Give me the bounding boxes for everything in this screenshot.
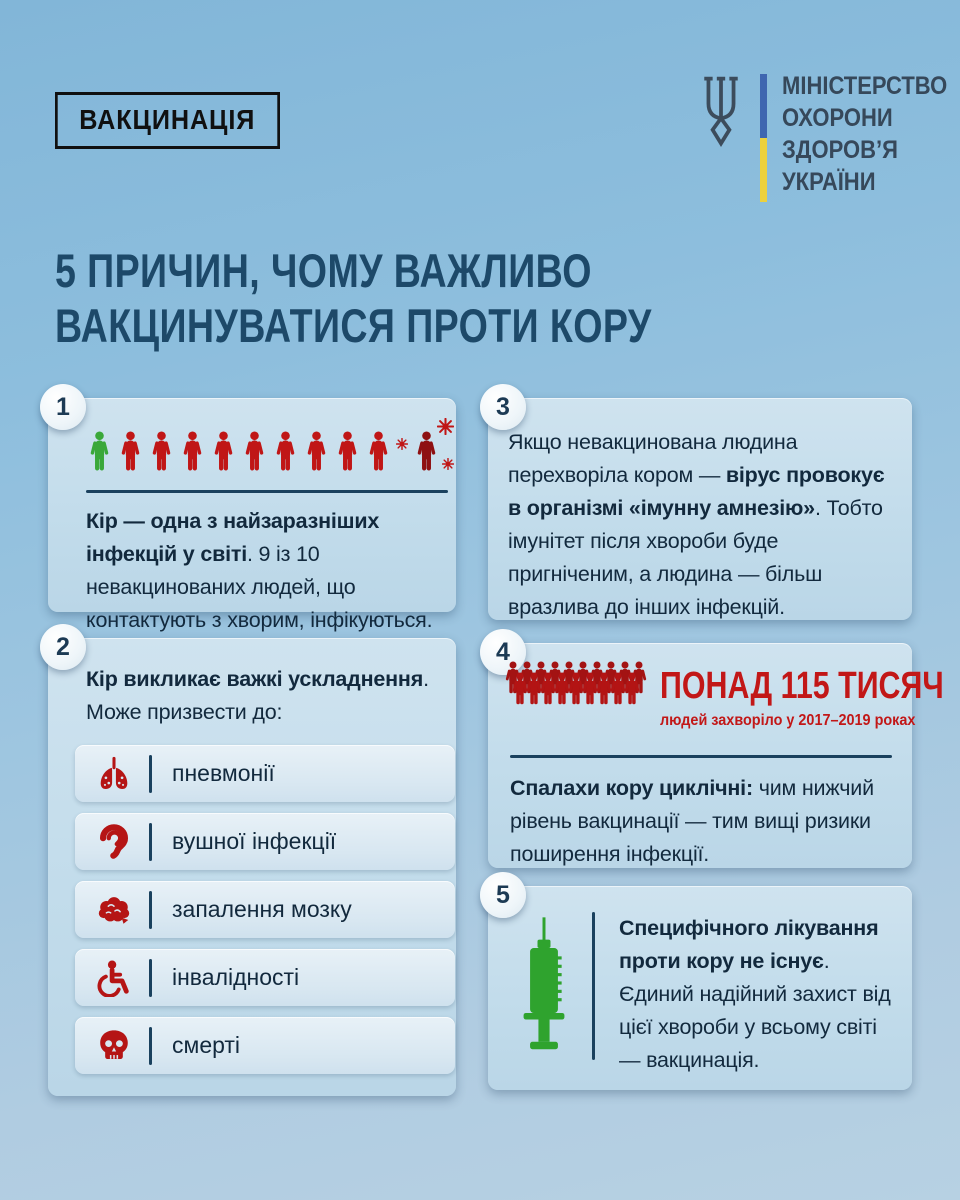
person-icon [526,672,542,705]
person-icon [596,672,612,705]
card3-text-bold: вірус провокує в організмі «імунну амнез… [508,463,885,520]
person-icon [152,431,171,471]
list-item-label: інвалідності [172,964,300,990]
pill-divider [149,822,152,861]
flag-bar [760,74,767,202]
person-icon-sick [417,431,436,471]
page-title: 5 ПРИЧИН, ЧОМУ ВАЖЛИВО ВАКЦИНУВАТИСЯ ПРО… [55,243,652,353]
divider [86,490,448,493]
person-icon [369,431,388,471]
card-number-badge: 1 [40,384,86,430]
person-icon [121,431,140,471]
stat-caption: людей захворіло у 2017–2019 роках [660,712,916,729]
pill-divider [149,1026,152,1065]
person-icon [540,672,556,705]
card1-text: Кір — одна з найзаразніших інфекцій у св… [86,505,446,637]
list-item-encephalitis: запалення мозку [75,881,455,938]
divider [510,755,892,758]
card-reason-3: 3 Якщо невакцинована людина перехворіла … [480,384,912,620]
ministry-line: УКРАЇНИ [782,168,876,196]
pill-divider [149,754,152,793]
card3-text-rest: . Тобто імунітет після хвороби буде приг… [508,496,883,619]
pill-divider [149,958,152,997]
list-item-death: смерті [75,1017,455,1074]
virus-icon [396,438,408,450]
wheelchair-icon [93,958,135,998]
vaccination-badge: ВАКЦИНАЦІЯ [55,92,280,149]
brain-icon [93,890,135,930]
list-item-pneumonia: пневмонії [75,745,455,802]
person-icon [610,672,626,705]
ministry-name: МІНІСТЕРСТВО ОХОРОНИ ЗДОРОВ’Я УКРАЇНИ [782,70,947,202]
card-reason-1: 1 [40,384,456,632]
card-number-badge: 3 [480,384,526,430]
card5-text: Специфічного лікування проти кору не існ… [619,912,896,1077]
ear-icon [93,822,135,862]
title-line-2: ВАКЦИНУВАТИСЯ ПРОТИ КОРУ [55,299,652,352]
card-number-badge: 4 [480,629,526,675]
list-item-label: пневмонії [172,760,275,786]
crowd-front-row [509,670,640,706]
list-item-label: вушної інфекції [172,828,337,854]
person-icon [338,431,357,471]
person-icon [214,431,233,471]
card3-text-pre: Якщо невакцинована людина перехворіла ко… [508,430,798,487]
virus-icon [442,458,454,470]
ministry-line: МІНІСТЕРСТВО [782,72,948,100]
card-reason-4: 4 [480,629,944,871]
people-row [86,418,454,474]
card-number-badge: 2 [40,624,86,670]
person-icon [554,672,570,705]
card4-text: Спалахи кору циклічні: чим нижчий рівень… [510,772,900,871]
ministry-line: ОХОРОНИ [782,104,893,132]
card5-row: Специфічного лікування проти кору не існ… [518,910,896,1077]
syringe-icon [523,917,565,1050]
card1-text-bold: Кір — одна з найзаразніших інфекцій у св… [86,509,380,566]
card3-text: Якщо невакцинована людина перехворіла ко… [508,426,898,624]
card2-heading-rest: . Може призвести до: [86,667,429,724]
card4-text-bold: Спалахи кору циклічні: [510,776,753,800]
person-icon [307,431,326,471]
person-icon [245,431,264,471]
person-icon [624,672,640,705]
card-reason-5: 5 Специфічного лік [480,872,912,1090]
list-item-disability: інвалідності [75,949,455,1006]
pill-divider [149,890,152,929]
lungs-icon [93,754,135,794]
stat-row: ПОНАД 115 ТИСЯЧ людей захворіло у 2017–2… [500,657,944,737]
tryzub-icon [704,76,738,147]
list-item-label: запалення мозку [172,896,352,922]
list-item-ear-infection: вушної інфекції [75,813,455,870]
person-icon [582,672,598,705]
stat-value: ПОНАД 115 ТИСЯЧ [660,665,944,707]
virus-icon [437,418,454,435]
card2-heading: Кір викликає важкі ускладнення. Може при… [86,663,442,729]
person-icon [90,431,109,471]
card5-divider [592,912,595,1060]
list-item-label: смерті [172,1032,241,1058]
ministry-line: ЗДОРОВ’Я [782,136,898,164]
title-line-1: 5 ПРИЧИН, ЧОМУ ВАЖЛИВО [55,244,592,297]
card2-heading-bold: Кір викликає важкі ускладнення [86,667,424,691]
card5-text-bold: Специфічного лікування проти кору не існ… [619,916,879,973]
card5-text-rest: . Єдиний надійний захист від цієї хвороб… [619,949,891,1072]
card4-text-rest: чим нижчий рівень вакцинації — тим вищі … [510,776,874,866]
person-icon [276,431,295,471]
card-reason-2: 2 Кір викликає важкі ускладнення. Може п… [40,624,456,1096]
ministry-logo: МІНІСТЕРСТВО ОХОРОНИ ЗДОРОВ’Я УКРАЇНИ [698,70,960,202]
skull-icon [93,1026,135,1066]
card1-text-rest: . 9 із 10 невакцинованих людей, що конта… [86,542,433,632]
complications-list: пневмонії вушної інфекції [75,745,455,1074]
person-icon [183,431,202,471]
person-icon [568,672,584,705]
card-number-badge: 5 [480,872,526,918]
sick-person-with-virus [396,418,454,474]
person-icon [512,672,528,705]
crowd-graphic [500,657,648,737]
stat-block: ПОНАД 115 ТИСЯЧ людей захворіло у 2017–2… [660,665,960,737]
